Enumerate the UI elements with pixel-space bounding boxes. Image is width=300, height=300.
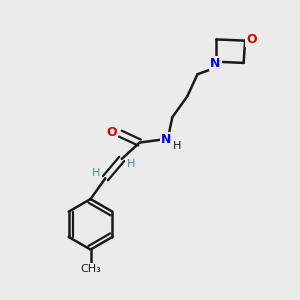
Text: H: H [92, 168, 100, 178]
Text: H: H [173, 141, 182, 151]
Text: O: O [106, 126, 117, 139]
Text: N: N [210, 57, 220, 70]
Text: CH₃: CH₃ [80, 264, 101, 274]
Text: H: H [127, 159, 136, 169]
Text: N: N [161, 133, 172, 146]
Text: O: O [246, 33, 257, 46]
